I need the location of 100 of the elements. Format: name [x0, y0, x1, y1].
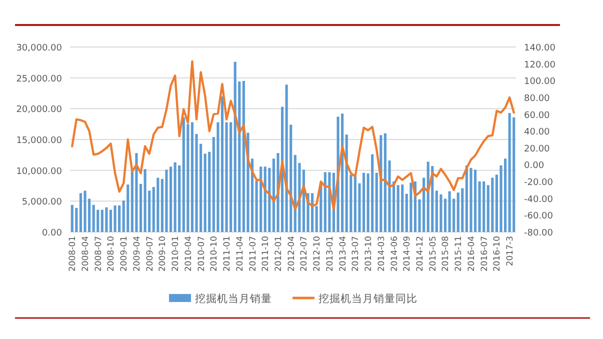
x-tick-label: 2016-10 — [492, 236, 503, 272]
bar — [178, 165, 181, 232]
bar — [114, 205, 116, 232]
bar — [264, 166, 266, 232]
bar — [401, 184, 404, 232]
bar — [79, 193, 82, 232]
x-tick-label: 2014-06 — [390, 236, 400, 272]
y2-tick-label: 80.00 — [524, 94, 550, 104]
bar — [182, 117, 185, 232]
bar — [204, 154, 206, 232]
line-series — [71, 60, 515, 210]
bar — [216, 122, 220, 232]
x-tick-label: 2012-10 — [312, 236, 323, 272]
bar — [440, 194, 442, 232]
x-tick-label: 2013-01 — [325, 236, 336, 272]
bar — [448, 191, 451, 232]
y-tick-label: 10,000.00 — [16, 166, 62, 177]
bar — [410, 182, 412, 232]
y2-tick-label: 100.00 — [524, 77, 556, 88]
bar — [362, 172, 366, 232]
x-tick-label: 2011-01 — [222, 236, 233, 272]
x-tick-label: 2009-04 — [132, 236, 142, 272]
bar — [461, 188, 464, 232]
bar — [135, 153, 138, 232]
bar — [126, 184, 130, 232]
bar — [100, 210, 104, 232]
bar — [491, 178, 494, 232]
y-tick-label: 0.00 — [42, 228, 62, 238]
x-tick-label: 2011-10 — [261, 236, 272, 272]
bar — [371, 154, 374, 232]
bar — [504, 158, 507, 232]
y2-tick-label: -60.00 — [524, 212, 554, 222]
y-tick-label: 20,000.00 — [16, 105, 62, 116]
x-tick-label: 2009-01 — [120, 236, 130, 272]
x-tick-label: 2011-07 — [248, 236, 258, 272]
x-tick-label: 2016-04 — [466, 236, 477, 272]
bar — [208, 152, 211, 232]
bar — [84, 190, 86, 232]
bar — [474, 170, 477, 232]
x-tick-label: 2012-04 — [286, 236, 297, 272]
y2-tick-label: -20.00 — [524, 178, 554, 188]
legend-label: 挖掘机当月销量同比 — [318, 292, 418, 305]
bar — [165, 170, 168, 232]
bar — [92, 204, 95, 232]
bar — [75, 208, 78, 232]
x-tick-label: 2015-11 — [454, 236, 464, 272]
x-tick-label: 2008-10 — [106, 236, 117, 272]
bar — [174, 162, 176, 232]
y-tick-label: 30,000.00 — [16, 44, 62, 54]
x-tick-label: 2014-09 — [402, 236, 413, 272]
x-tick-label: 2017-3 — [506, 236, 516, 266]
bar — [109, 210, 112, 232]
bar — [435, 190, 438, 232]
y-tick-label: 15,000.00 — [16, 136, 62, 146]
x-tick-label: 2010-04 — [184, 236, 194, 272]
bar — [260, 166, 262, 232]
bar — [396, 185, 400, 232]
y-tick-label: 25,000.00 — [16, 74, 62, 84]
x-tick-label: 2014-03 — [376, 236, 387, 272]
y2-tick-label: -80.00 — [524, 228, 554, 238]
x-tick-label: 2014-12 — [416, 236, 426, 272]
bar — [234, 62, 236, 232]
bar — [156, 178, 160, 232]
x-tick-label: 2011-04 — [235, 236, 246, 272]
bar — [482, 181, 486, 232]
bar — [512, 117, 516, 232]
x-tick-label: 2016-07 — [480, 236, 490, 272]
bar — [144, 169, 146, 232]
bar — [478, 181, 481, 232]
y2-tick-label: 20.00 — [524, 144, 550, 154]
bar — [70, 204, 74, 232]
y2-tick-label: 0.00 — [524, 161, 544, 172]
bar — [105, 207, 108, 232]
x-tick-label: 2012-07 — [300, 236, 310, 272]
x-tick-label: 2008-07 — [94, 236, 104, 272]
x-tick-label: 2009-07 — [145, 236, 156, 272]
bar — [345, 134, 348, 232]
bar — [220, 96, 224, 232]
legend-label: 挖掘机当月销量 — [195, 292, 272, 305]
x-tick-label: 2010-10 — [210, 236, 220, 272]
bar — [470, 168, 472, 232]
x-tick-label: 2015-08 — [441, 236, 452, 272]
y2-tick-label: 120.00 — [524, 60, 556, 70]
x-tick-label: 2010-01 — [171, 236, 182, 272]
y-tick-label: 5,000.00 — [22, 198, 62, 208]
bar — [285, 84, 288, 232]
y2-tick-label: -40.00 — [524, 194, 554, 205]
x-tick-label: 2008-01 — [68, 236, 78, 272]
bar — [169, 166, 172, 232]
x-tick-label: 2012-01 — [274, 236, 284, 272]
x-tick-label: 2010-07 — [196, 236, 207, 272]
bar — [324, 172, 326, 232]
bar — [268, 168, 271, 232]
y2-tick-label: 40.00 — [524, 128, 550, 138]
y2-tick-label: 60.00 — [524, 110, 550, 121]
bar — [508, 112, 511, 232]
bar — [294, 154, 296, 232]
x-tick-label: 2015-05 — [428, 236, 438, 272]
x-tick-label: 2008-04 — [81, 236, 92, 272]
x-tick-label: 2013-10 — [364, 236, 374, 272]
